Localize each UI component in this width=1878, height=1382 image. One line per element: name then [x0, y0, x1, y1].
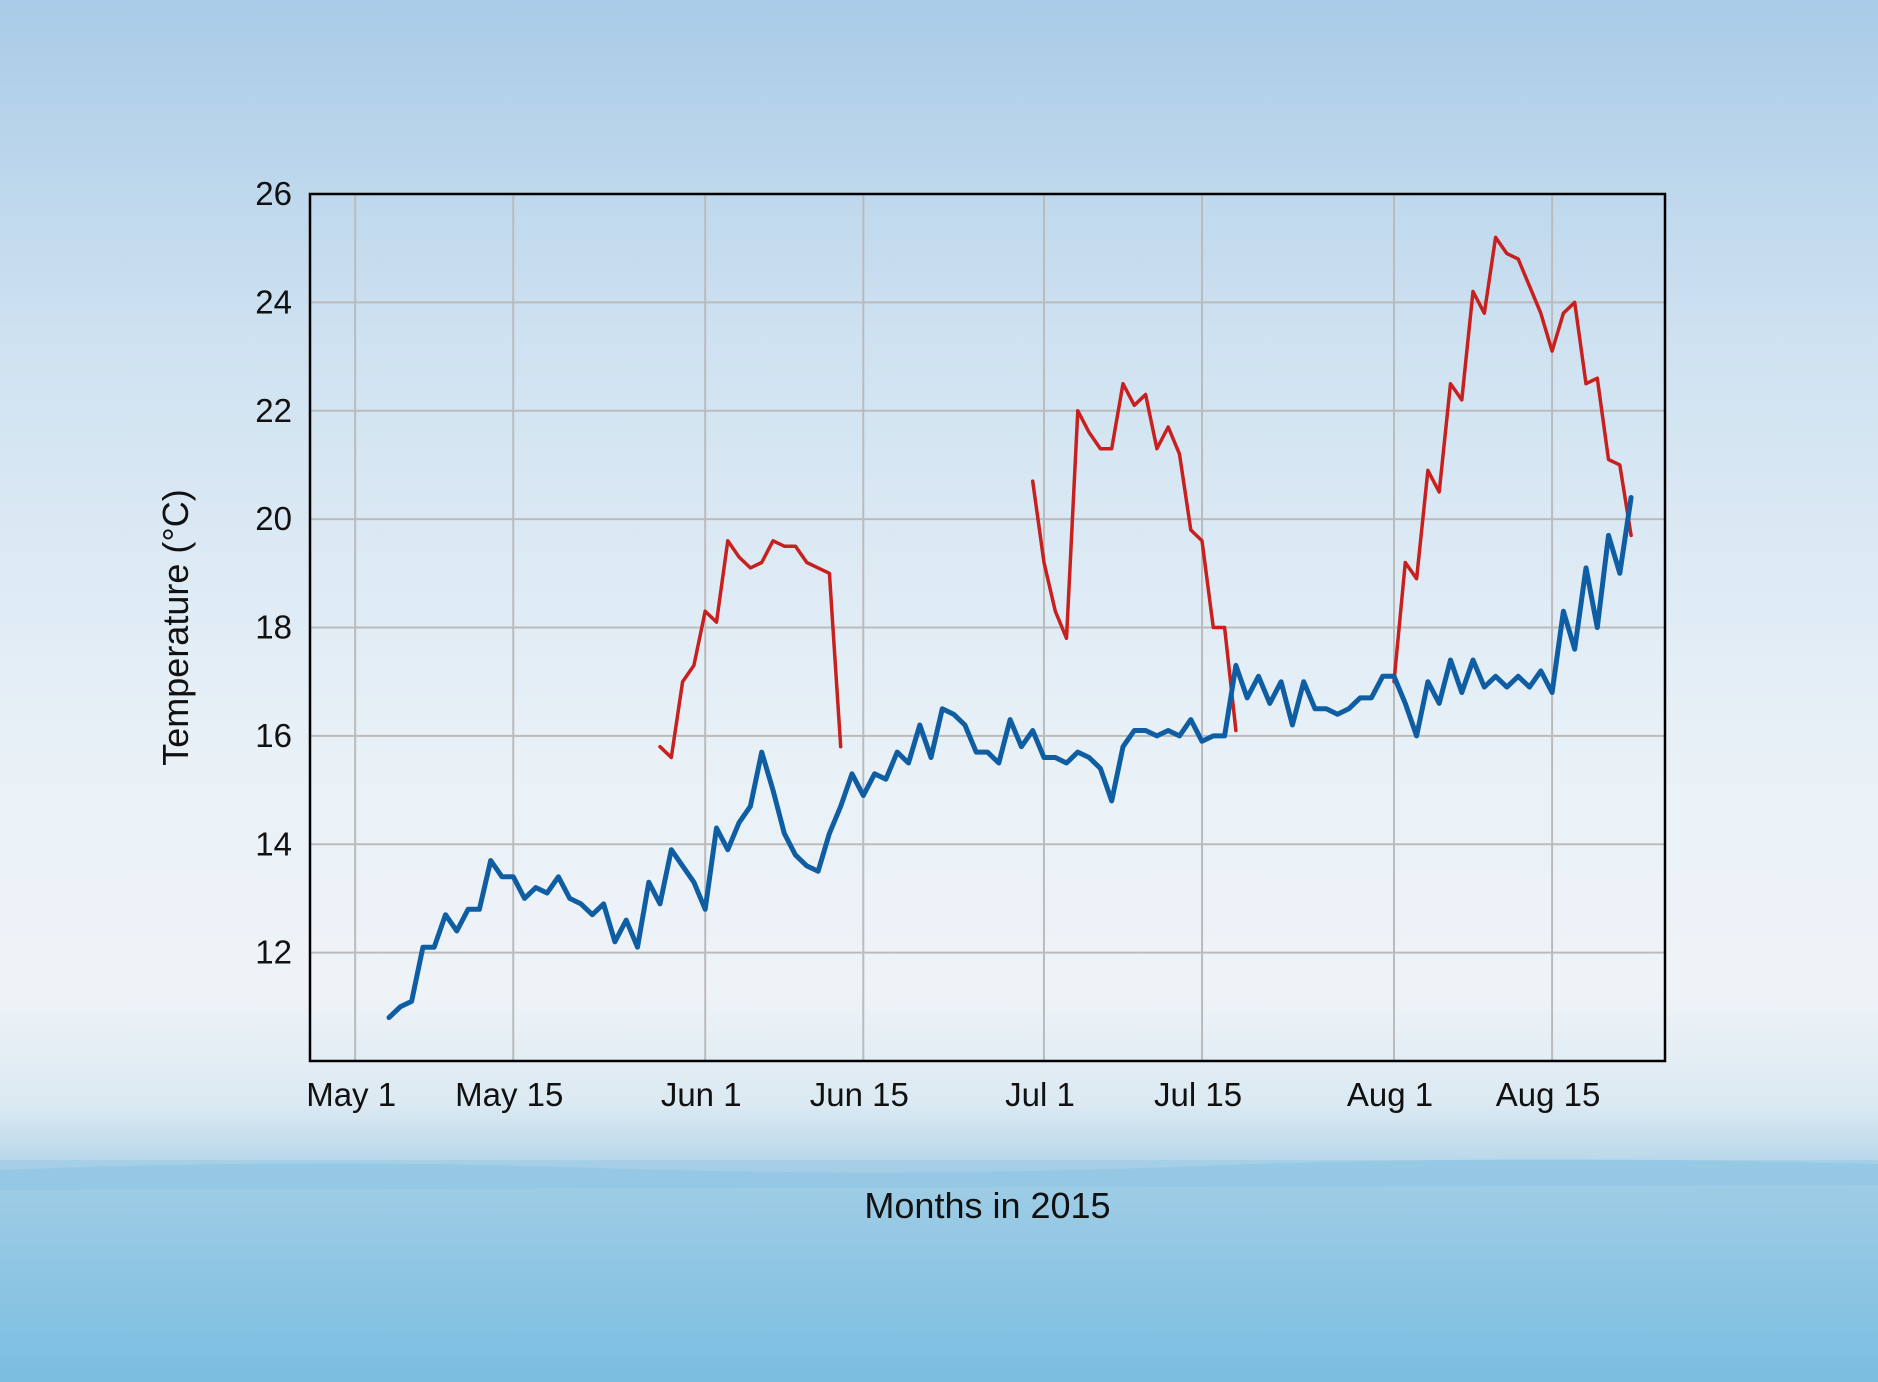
y-axis-tick-labels: 12 14 16 18 20 22 24 26	[255, 175, 292, 971]
y-tick-label: 18	[255, 609, 292, 646]
x-tick-label: Jun 1	[661, 1076, 742, 1113]
y-tick-label: 24	[255, 283, 292, 320]
x-tick-label: Jul 15	[1154, 1076, 1242, 1113]
y-tick-label: 22	[255, 392, 292, 429]
gridlines	[310, 193, 1665, 1061]
x-tick-label: Aug 15	[1496, 1076, 1601, 1113]
y-tick-label: 20	[255, 500, 292, 537]
x-axis-title: Months in 2015	[864, 1185, 1110, 1226]
y-tick-label: 12	[255, 934, 292, 971]
x-axis-tick-labels: May 1 May 15 Jun 1 Jun 15 Jul 1 Jul 15 Aug 1 Au…	[306, 1076, 1600, 1113]
x-tick-label: May 1	[306, 1076, 396, 1113]
y-tick-label: 16	[255, 717, 292, 754]
series-layer	[386, 235, 1634, 1021]
y-tick-label: 14	[255, 825, 292, 862]
x-tick-label: May 15	[455, 1076, 563, 1113]
y-axis-title: Temperature (°C)	[155, 489, 196, 765]
x-tick-label: Jul 1	[1005, 1076, 1075, 1113]
x-tick-label: Aug 1	[1347, 1076, 1433, 1113]
plot-area-frame	[308, 192, 1667, 1063]
y-tick-label: 26	[255, 175, 292, 212]
x-tick-label: Jun 15	[810, 1076, 909, 1113]
blue-series-line	[386, 495, 1634, 1021]
red-series-line	[658, 235, 1633, 760]
